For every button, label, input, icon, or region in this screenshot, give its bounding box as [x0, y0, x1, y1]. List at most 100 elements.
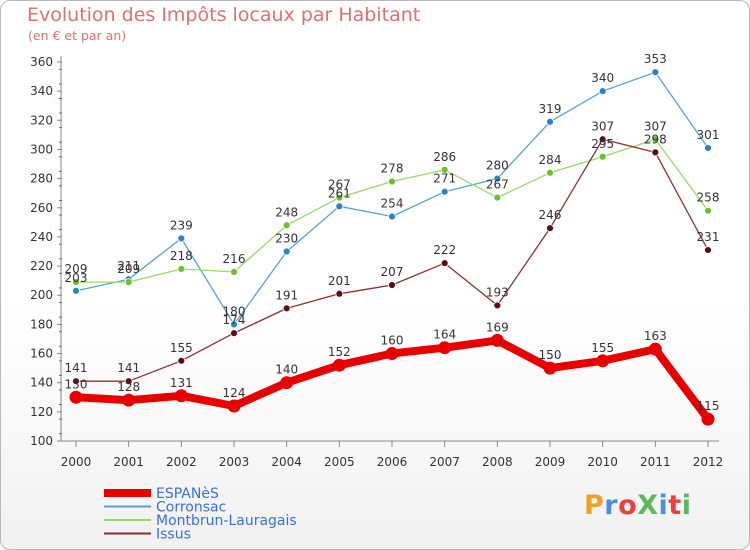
- data-label: 203: [65, 271, 88, 285]
- data-label: 340: [591, 71, 614, 85]
- logo-letter: o: [618, 490, 638, 521]
- data-point: [388, 281, 396, 289]
- data-label: 286: [433, 150, 456, 164]
- data-point: [388, 177, 396, 186]
- x-tick-label: 2010: [587, 455, 618, 469]
- data-label: 280: [486, 159, 509, 173]
- y-tick-label: 180: [30, 317, 53, 331]
- x-tick-label: 2006: [377, 455, 408, 469]
- y-tick-label: 360: [30, 55, 53, 69]
- data-point: [598, 135, 607, 144]
- y-tick-label: 300: [30, 142, 53, 156]
- data-point: [227, 399, 241, 413]
- data-label: 267: [486, 178, 509, 192]
- data-point: [282, 247, 291, 256]
- data-point: [335, 202, 344, 211]
- data-point: [704, 144, 712, 152]
- data-label: 131: [170, 376, 193, 390]
- data-point: [596, 354, 610, 368]
- data-point: [230, 268, 238, 276]
- data-point: [72, 286, 80, 295]
- data-point: [385, 347, 399, 361]
- y-tick-label: 200: [30, 288, 53, 302]
- data-point: [124, 377, 133, 386]
- proxiti-logo: ProXiti: [584, 490, 691, 521]
- data-point: [651, 68, 660, 77]
- data-label: 207: [381, 265, 404, 279]
- data-label: 284: [539, 153, 562, 167]
- data-point: [440, 165, 449, 174]
- data-label: 254: [381, 197, 404, 211]
- data-point: [282, 221, 291, 230]
- data-label: 239: [170, 218, 193, 232]
- data-label: 301: [697, 128, 720, 142]
- data-label: 163: [644, 329, 667, 343]
- data-point: [335, 193, 344, 202]
- data-point: [177, 234, 186, 243]
- data-point: [230, 329, 238, 338]
- data-label: 155: [591, 341, 614, 355]
- legend-label: Montbrun-Lauragais: [156, 513, 297, 529]
- x-tick-label: 2005: [324, 455, 355, 469]
- y-tick-label: 100: [30, 434, 53, 448]
- data-point: [122, 393, 136, 407]
- legend-label: ESPANèS: [156, 486, 219, 502]
- data-point: [493, 193, 502, 202]
- chart-subtitle: (en € et par an): [28, 28, 127, 43]
- data-point: [493, 174, 502, 183]
- data-point: [490, 333, 504, 347]
- data-label: 258: [697, 191, 720, 205]
- data-point: [174, 389, 188, 403]
- x-tick-label: 2003: [219, 455, 250, 469]
- data-label: 180: [223, 304, 246, 318]
- data-point: [72, 278, 80, 287]
- data-point: [546, 224, 554, 233]
- data-point: [69, 390, 83, 404]
- x-tick-label: 2000: [61, 455, 92, 469]
- data-point: [282, 304, 291, 313]
- data-point: [648, 342, 662, 356]
- data-point: [335, 289, 344, 298]
- y-tick-label: 220: [30, 259, 53, 273]
- data-label: 152: [328, 345, 351, 359]
- data-label: 231: [697, 230, 720, 244]
- data-point: [651, 148, 660, 157]
- data-label: 160: [381, 334, 404, 348]
- data-point: [177, 265, 186, 273]
- data-point: [546, 117, 554, 126]
- data-label: 193: [486, 285, 509, 299]
- logo-letter: i: [681, 490, 692, 521]
- data-point: [332, 358, 346, 372]
- x-tick-label: 2002: [166, 455, 197, 469]
- data-point: [704, 206, 712, 215]
- data-label: 141: [117, 361, 140, 375]
- x-tick-label: 2011: [640, 455, 671, 469]
- y-tick-label: 260: [30, 201, 53, 215]
- logo-letter: r: [604, 490, 619, 521]
- data-label: 222: [433, 243, 456, 257]
- y-tick-label: 240: [30, 230, 53, 244]
- data-point: [543, 361, 557, 375]
- data-label: 164: [433, 328, 456, 342]
- data-point: [124, 278, 133, 287]
- data-label: 169: [486, 320, 509, 334]
- data-point: [177, 356, 186, 365]
- data-label: 141: [65, 361, 88, 375]
- data-label: 230: [275, 232, 298, 246]
- data-label: 267: [328, 178, 351, 192]
- data-point: [651, 135, 660, 144]
- data-point: [704, 246, 712, 254]
- data-point: [280, 376, 294, 390]
- data-point: [701, 412, 715, 426]
- x-tick-label: 2008: [482, 455, 513, 469]
- y-tick-label: 160: [30, 347, 53, 361]
- data-point: [440, 187, 449, 196]
- y-tick-label: 140: [30, 376, 53, 390]
- logo-letter: i: [658, 490, 669, 521]
- data-label: 353: [644, 52, 667, 66]
- data-label: 248: [275, 205, 298, 219]
- data-point: [72, 377, 80, 386]
- data-label: 209: [65, 262, 88, 276]
